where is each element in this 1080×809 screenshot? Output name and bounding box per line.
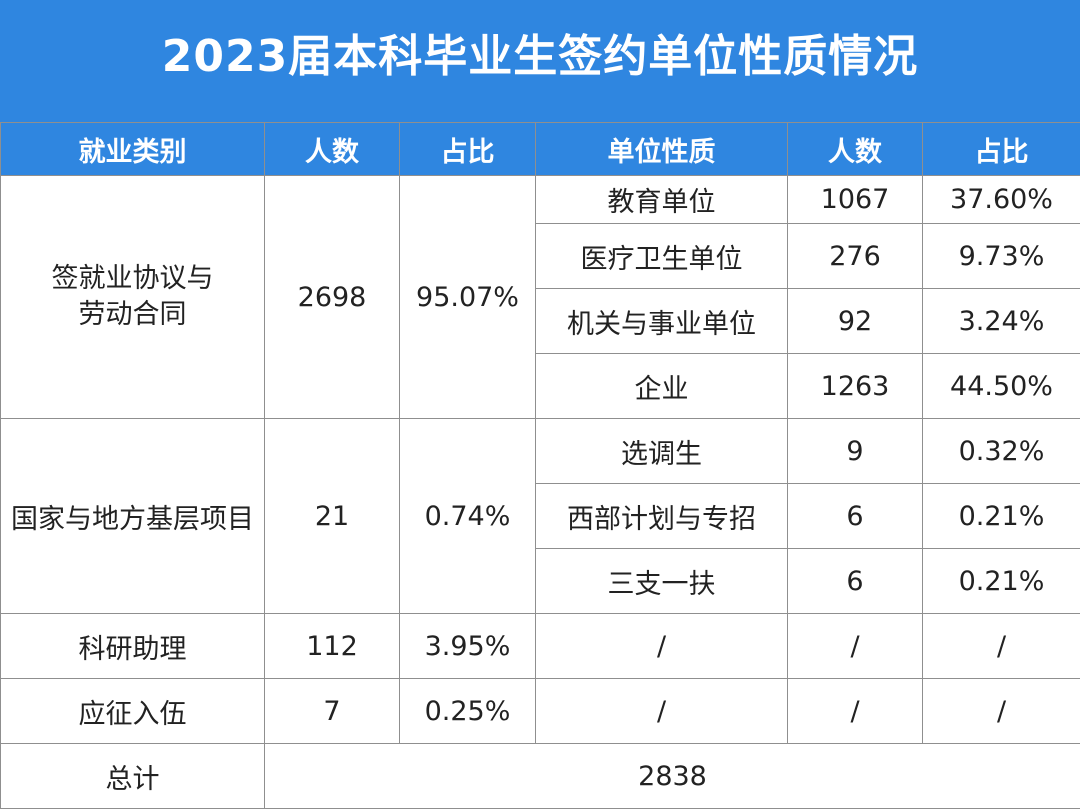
- unit-ratio-cell: 0.32%: [923, 419, 1080, 484]
- unit-ratio-cell: 0.21%: [923, 484, 1080, 549]
- unit-count-cell: /: [788, 679, 923, 744]
- title-bar: 2023届本科毕业生签约单位性质情况: [0, 0, 1080, 122]
- category-cell: 国家与地方基层项目: [1, 419, 265, 614]
- unit-ratio-cell: 37.60%: [923, 176, 1080, 224]
- unit-count-cell: 6: [788, 484, 923, 549]
- category-cell: 签就业协议与 劳动合同: [1, 176, 265, 419]
- header-category: 就业类别: [1, 123, 265, 176]
- unit-type-cell: 医疗卫生单位: [536, 224, 788, 289]
- unit-type-cell: 教育单位: [536, 176, 788, 224]
- header-unit-type: 单位性质: [536, 123, 788, 176]
- page-title: 2023届本科毕业生签约单位性质情况: [162, 20, 918, 84]
- unit-ratio-cell: 3.24%: [923, 289, 1080, 354]
- total-label-cell: 总计: [1, 744, 265, 809]
- signing-unit-table: 就业类别 人数 占比 单位性质 人数 占比 签就业协议与 劳动合同 2698 9…: [0, 122, 1080, 809]
- category-cell: 应征入伍: [1, 679, 265, 744]
- header-ratio: 占比: [400, 123, 536, 176]
- header-unit-count: 人数: [788, 123, 923, 176]
- unit-count-cell: 1067: [788, 176, 923, 224]
- unit-ratio-cell: 0.21%: [923, 549, 1080, 614]
- category-line: 签就业协议与: [1, 261, 264, 297]
- unit-ratio-cell: /: [923, 614, 1080, 679]
- category-count-cell: 112: [265, 614, 400, 679]
- unit-count-cell: 6: [788, 549, 923, 614]
- unit-count-cell: 92: [788, 289, 923, 354]
- header-row: 就业类别 人数 占比 单位性质 人数 占比: [1, 123, 1080, 176]
- total-value-cell: 2838: [265, 744, 1080, 809]
- total-row: 总计 2838: [1, 744, 1080, 809]
- unit-type-cell: /: [536, 614, 788, 679]
- unit-type-cell: /: [536, 679, 788, 744]
- header-count: 人数: [265, 123, 400, 176]
- table-row: 签就业协议与 劳动合同 2698 95.07% 教育单位 1067 37.60%: [1, 176, 1080, 224]
- unit-type-cell: 选调生: [536, 419, 788, 484]
- category-ratio-cell: 3.95%: [400, 614, 536, 679]
- category-ratio-cell: 0.74%: [400, 419, 536, 614]
- unit-ratio-cell: /: [923, 679, 1080, 744]
- table-row: 科研助理 112 3.95% / / /: [1, 614, 1080, 679]
- category-count-cell: 21: [265, 419, 400, 614]
- unit-count-cell: 1263: [788, 354, 923, 419]
- unit-type-cell: 西部计划与专招: [536, 484, 788, 549]
- unit-type-cell: 三支一扶: [536, 549, 788, 614]
- table-row: 应征入伍 7 0.25% / / /: [1, 679, 1080, 744]
- category-count-cell: 2698: [265, 176, 400, 419]
- category-cell: 科研助理: [1, 614, 265, 679]
- unit-count-cell: /: [788, 614, 923, 679]
- category-line: 劳动合同: [1, 297, 264, 333]
- unit-ratio-cell: 9.73%: [923, 224, 1080, 289]
- unit-count-cell: 9: [788, 419, 923, 484]
- category-ratio-cell: 0.25%: [400, 679, 536, 744]
- unit-type-cell: 机关与事业单位: [536, 289, 788, 354]
- unit-ratio-cell: 44.50%: [923, 354, 1080, 419]
- category-count-cell: 7: [265, 679, 400, 744]
- category-ratio-cell: 95.07%: [400, 176, 536, 419]
- table-row: 国家与地方基层项目 21 0.74% 选调生 9 0.32%: [1, 419, 1080, 484]
- unit-type-cell: 企业: [536, 354, 788, 419]
- unit-count-cell: 276: [788, 224, 923, 289]
- header-unit-ratio: 占比: [923, 123, 1080, 176]
